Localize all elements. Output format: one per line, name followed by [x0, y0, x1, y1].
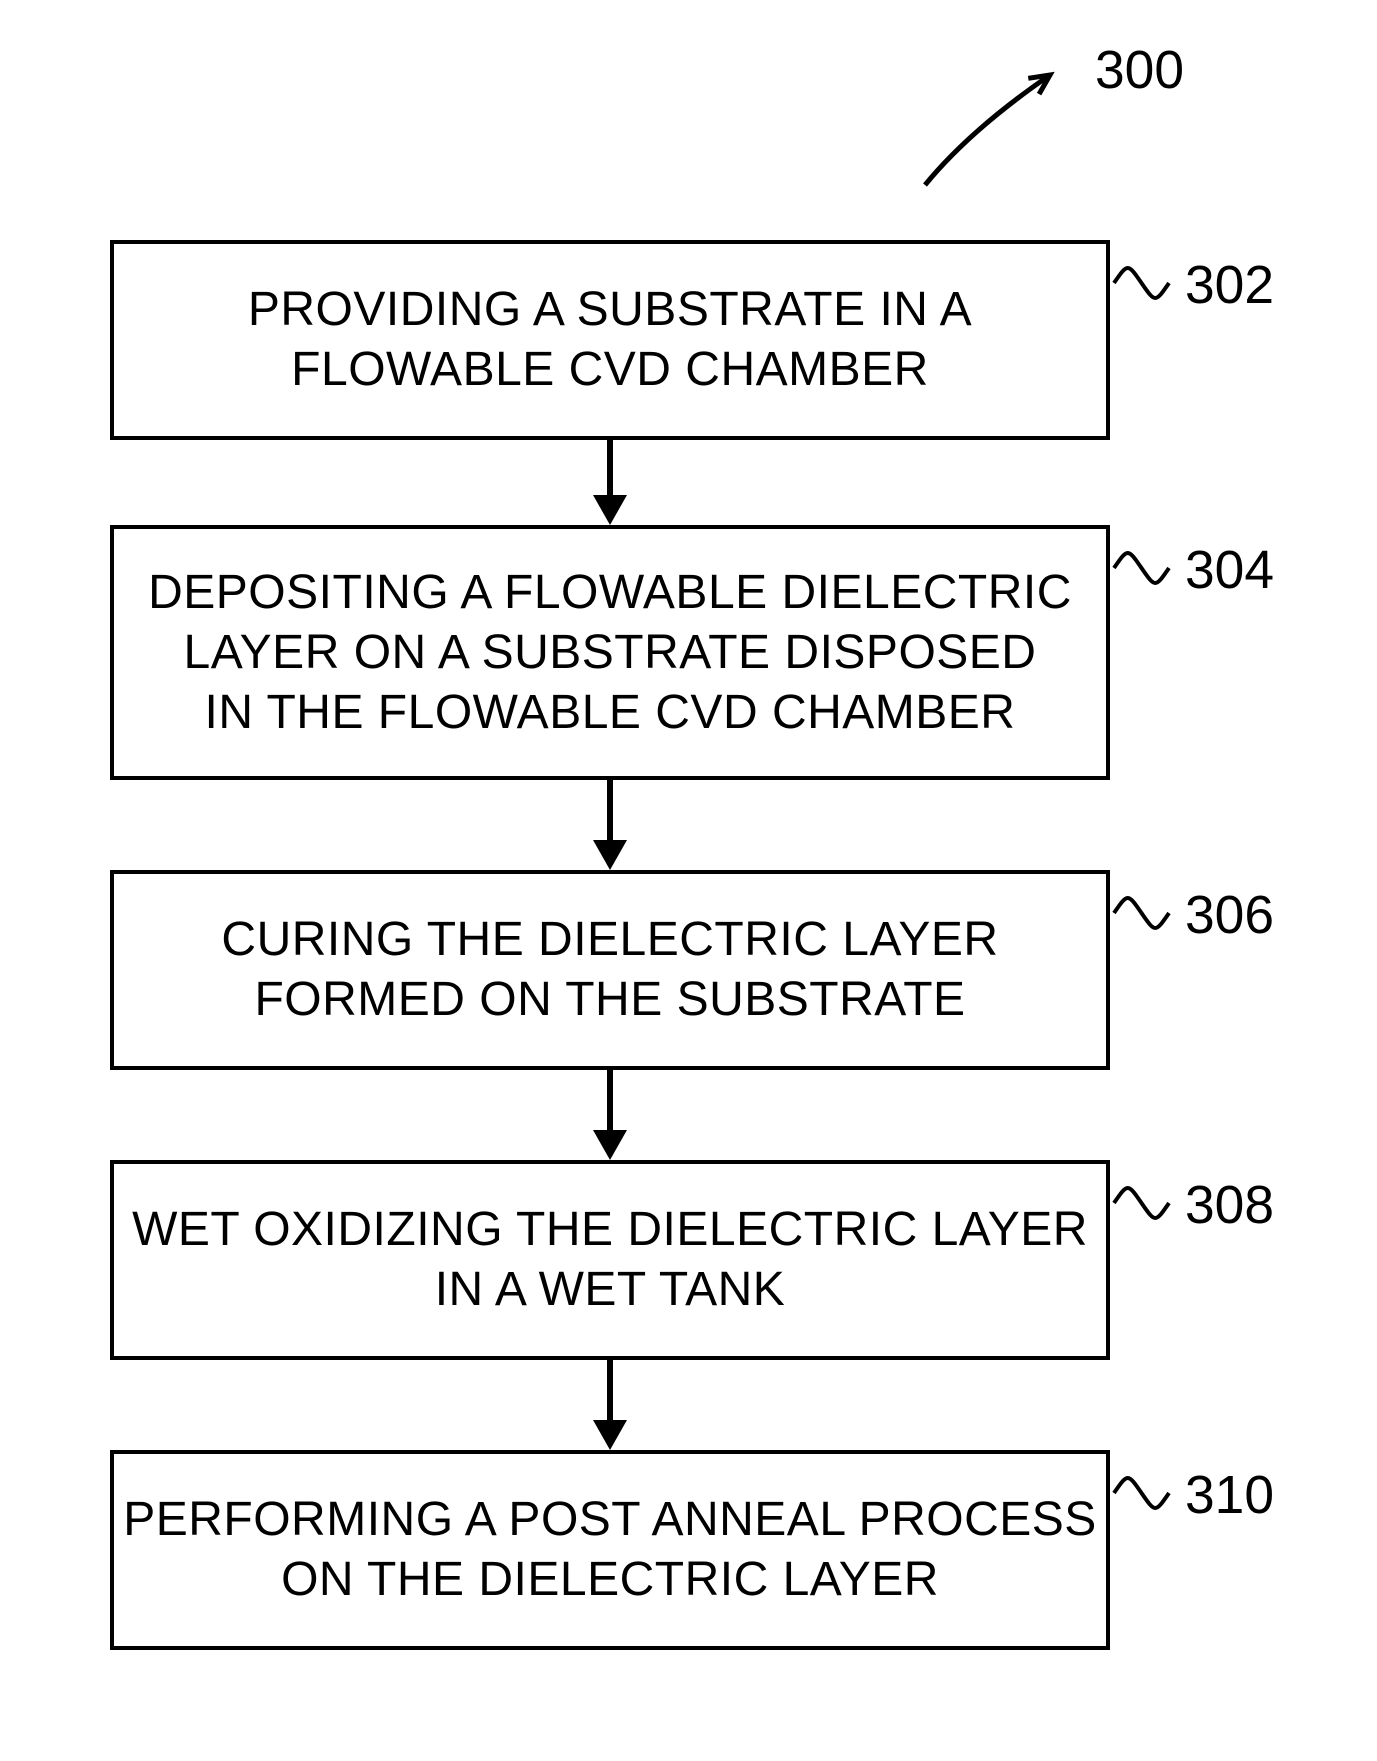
step-box: PERFORMING A POST ANNEAL PROCESSON THE D… — [110, 1450, 1110, 1650]
step-box: CURING THE DIELECTRIC LAYERFORMED ON THE… — [110, 870, 1110, 1070]
step-ref-label: 308 — [1185, 1175, 1274, 1236]
ref-tilde — [1114, 1183, 1169, 1223]
step-box: WET OXIDIZING THE DIELECTRIC LAYERIN A W… — [110, 1160, 1110, 1360]
step-ref-label: 310 — [1185, 1465, 1274, 1526]
step-ref-label: 304 — [1185, 540, 1274, 601]
flow-arrow — [588, 1070, 632, 1160]
step-ref-label: 302 — [1185, 255, 1274, 316]
ref-tilde — [1114, 893, 1169, 933]
step-text: WET OXIDIZING THE DIELECTRIC LAYERIN A W… — [132, 1200, 1088, 1320]
step-box: PROVIDING A SUBSTRATE IN AFLOWABLE CVD C… — [110, 240, 1110, 440]
ref-tilde — [1114, 263, 1169, 303]
step-text: PERFORMING A POST ANNEAL PROCESSON THE D… — [123, 1490, 1097, 1610]
step-ref-label: 306 — [1185, 885, 1274, 946]
ref-tilde — [1114, 1473, 1169, 1513]
step-text: CURING THE DIELECTRIC LAYERFORMED ON THE… — [221, 910, 998, 1030]
flow-arrow — [588, 440, 632, 525]
flow-arrow — [588, 780, 632, 870]
flow-arrow — [588, 1360, 632, 1450]
ref-tilde — [1114, 548, 1169, 588]
step-text: DEPOSITING A FLOWABLE DIELECTRICLAYER ON… — [148, 563, 1072, 743]
step-box: DEPOSITING A FLOWABLE DIELECTRICLAYER ON… — [110, 525, 1110, 780]
step-text: PROVIDING A SUBSTRATE IN AFLOWABLE CVD C… — [248, 280, 972, 400]
flowchart-canvas: 300 PROVIDING A SUBSTRATE IN AFLOWABLE C… — [0, 0, 1377, 1761]
